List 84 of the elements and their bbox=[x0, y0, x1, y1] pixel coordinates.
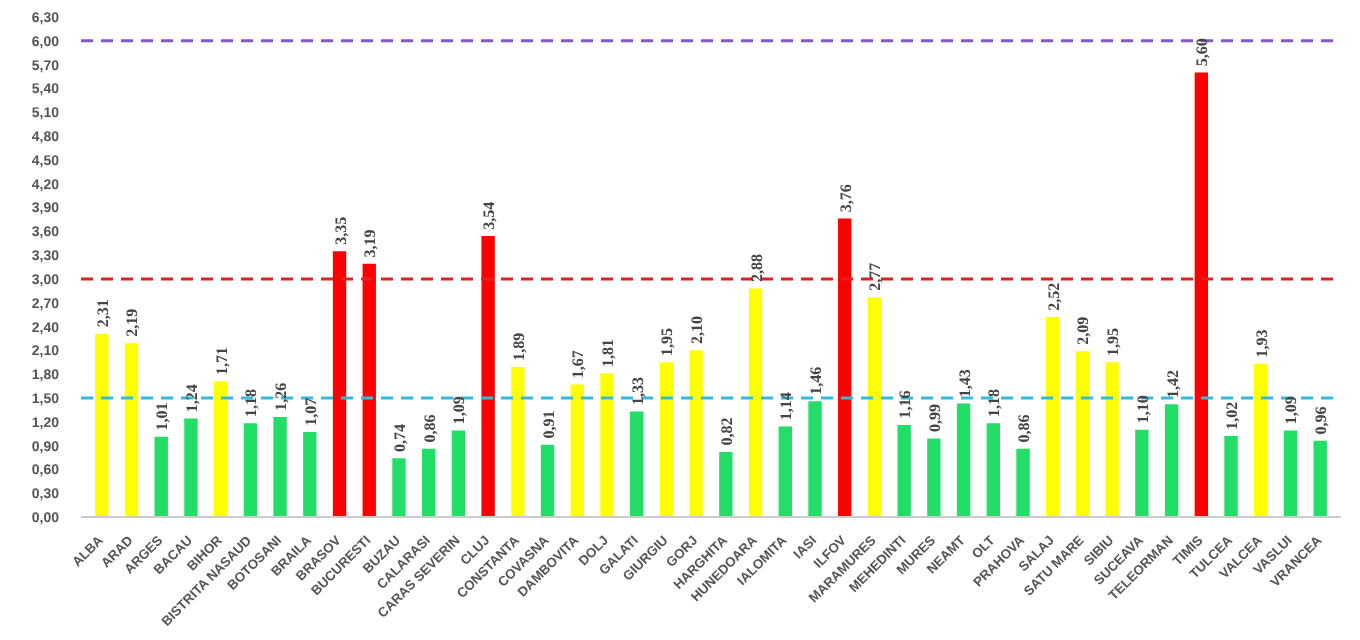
bar bbox=[1254, 363, 1268, 517]
bar bbox=[1046, 317, 1060, 517]
bar bbox=[1283, 430, 1298, 517]
bar bbox=[1135, 429, 1149, 517]
data-label: 0,91 bbox=[539, 410, 558, 439]
data-label: 1,42 bbox=[1163, 369, 1182, 398]
data-label: 1,95 bbox=[658, 327, 677, 356]
data-label: 0,86 bbox=[420, 414, 439, 443]
bar bbox=[95, 333, 109, 517]
data-label: 2,10 bbox=[688, 315, 707, 344]
bar bbox=[748, 288, 763, 517]
data-label: 1,24 bbox=[182, 384, 201, 413]
data-label: 0,99 bbox=[925, 404, 944, 433]
data-label: 2,09 bbox=[1074, 316, 1093, 345]
bar bbox=[630, 411, 644, 517]
data-label: 5,60 bbox=[1193, 38, 1212, 67]
data-label: 1,10 bbox=[1133, 395, 1152, 424]
bar bbox=[184, 418, 198, 517]
bar bbox=[719, 451, 733, 517]
data-label: 3,54 bbox=[480, 201, 499, 230]
bar bbox=[392, 458, 406, 517]
data-label: 1,67 bbox=[569, 350, 588, 379]
data-label: 1,81 bbox=[598, 339, 617, 367]
bar bbox=[243, 423, 258, 517]
data-label: 1,16 bbox=[896, 390, 915, 419]
bar bbox=[540, 444, 555, 517]
data-label: 1,95 bbox=[1104, 327, 1123, 356]
data-label: 3,76 bbox=[836, 184, 855, 213]
data-label: 0,86 bbox=[1015, 414, 1034, 443]
bar bbox=[481, 236, 495, 517]
data-label: 1,09 bbox=[1282, 396, 1301, 425]
bar bbox=[422, 448, 436, 517]
data-label: 3,19 bbox=[361, 229, 380, 258]
bar bbox=[1313, 440, 1327, 517]
data-label: 2,77 bbox=[866, 262, 885, 291]
bar bbox=[362, 263, 376, 517]
bar bbox=[808, 401, 822, 517]
bar bbox=[124, 343, 139, 517]
data-label: 1,01 bbox=[153, 402, 172, 431]
bar bbox=[332, 251, 347, 517]
data-label: 0,82 bbox=[717, 417, 736, 446]
data-label: 1,33 bbox=[628, 377, 647, 406]
bar bbox=[778, 426, 792, 517]
data-label: 1,18 bbox=[242, 389, 261, 417]
data-label: 1,46 bbox=[807, 366, 826, 395]
data-label: 1,14 bbox=[777, 392, 796, 421]
bar bbox=[659, 362, 674, 517]
data-label: 0,96 bbox=[1312, 406, 1331, 435]
bar bbox=[956, 403, 971, 517]
bar bbox=[867, 297, 882, 517]
data-label: 2,19 bbox=[123, 308, 142, 337]
bar bbox=[689, 350, 703, 517]
data-label: 2,88 bbox=[747, 254, 766, 283]
bar bbox=[154, 436, 168, 517]
data-label: 1,02 bbox=[1223, 401, 1242, 430]
bar bbox=[213, 381, 228, 517]
bar bbox=[511, 367, 525, 517]
data-label: 1,71 bbox=[212, 346, 231, 375]
data-label: 0,74 bbox=[390, 423, 409, 452]
data-label: 1,26 bbox=[272, 382, 291, 411]
bar bbox=[570, 384, 584, 517]
bar bbox=[273, 417, 287, 517]
bar bbox=[1194, 72, 1209, 517]
bar bbox=[303, 432, 317, 517]
bar bbox=[1224, 436, 1238, 517]
bar bbox=[897, 424, 911, 517]
data-label: 1,93 bbox=[1252, 329, 1271, 358]
data-label: 1,89 bbox=[509, 332, 528, 361]
bar bbox=[451, 430, 466, 517]
data-label: 2,52 bbox=[1044, 282, 1063, 311]
data-label: 1,18 bbox=[985, 389, 1004, 417]
data-label: 3,35 bbox=[331, 216, 350, 245]
bar bbox=[1105, 362, 1119, 517]
data-label: 1,43 bbox=[955, 369, 974, 398]
bar bbox=[838, 218, 852, 517]
data-label: 2,31 bbox=[93, 299, 112, 328]
bar bbox=[1164, 404, 1179, 517]
bar bbox=[986, 423, 1000, 517]
data-label: 1,07 bbox=[301, 397, 320, 426]
bar bbox=[927, 438, 941, 517]
bar bbox=[1075, 351, 1090, 517]
bar bbox=[600, 373, 614, 517]
data-label: 1,09 bbox=[450, 396, 469, 425]
bar bbox=[1016, 448, 1030, 517]
